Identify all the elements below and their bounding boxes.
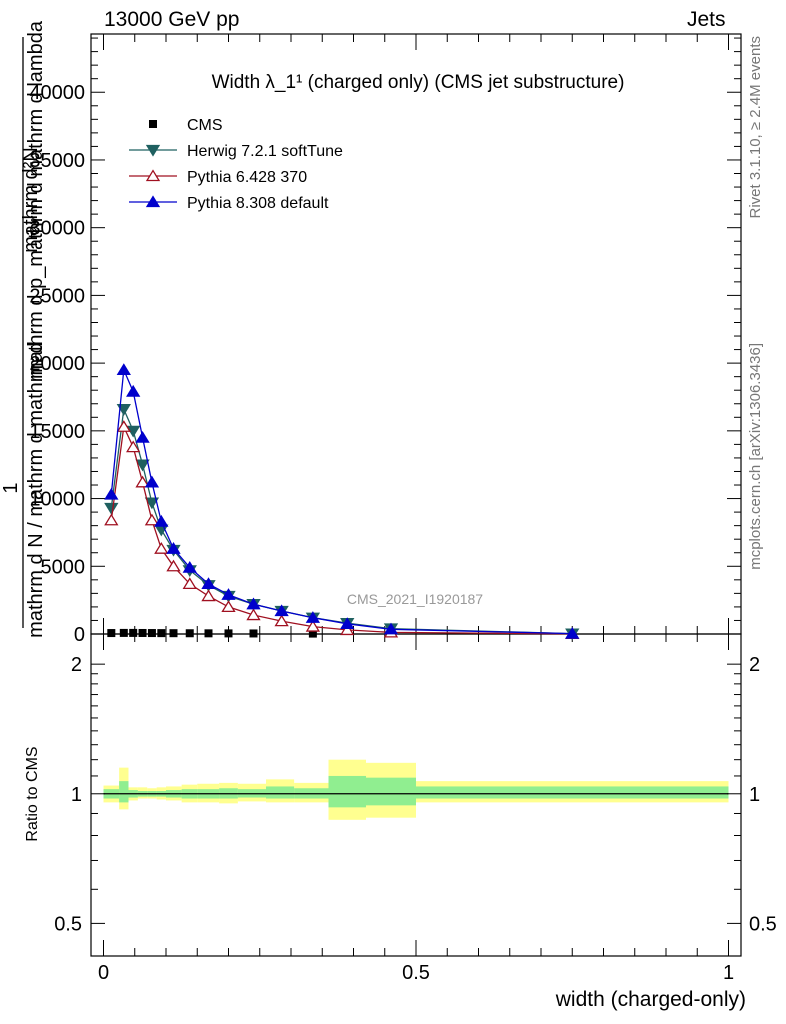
pythia-8-308-default-point	[340, 617, 355, 629]
pythia-6-428-370-line	[110, 424, 573, 635]
legend-label-herwig-7-2-1-softtune: Herwig 7.2.1 softTune	[187, 143, 343, 160]
pythia-6-428-370-point	[126, 440, 141, 453]
cms-point	[107, 629, 116, 638]
herwig-7-2-1-softtune-line	[110, 406, 573, 635]
legend-marker-herwig-7-2-1-softtune	[145, 144, 161, 157]
pythia-6-428-370-point	[135, 475, 150, 488]
main-ytick-label: 30000	[29, 218, 85, 240]
pythia-8-308-default-point	[565, 626, 580, 639]
ylabel-line-2: mathrm d p_mathrm d mathrm d lambda	[25, 20, 47, 379]
pythia-8-308-default-point	[144, 475, 160, 488]
pythia-6-428-370-point	[144, 513, 160, 526]
main-ytick-label: 0	[74, 624, 85, 646]
cms-point	[138, 628, 147, 637]
main-ytick-label: 5000	[41, 556, 86, 578]
pythia-6-428-370-point	[340, 623, 355, 636]
category-label: Jets	[687, 8, 726, 31]
ratio-ytick-label-right: 0.5	[749, 913, 777, 935]
pythia-8-308-default-point	[274, 604, 289, 617]
ylabel-line-4: mathrm d N / mathrm d mathrm d	[25, 342, 47, 638]
main-ytick-label: 40000	[29, 82, 85, 104]
ratio-inner-band	[416, 786, 729, 799]
main-plot-title: Width λ_1¹ (charged only) (CMS jet subst…	[212, 72, 625, 93]
ratio-xtick-label: 0.5	[402, 962, 430, 984]
ratio-inner-band	[119, 781, 129, 803]
cms-point	[249, 629, 258, 638]
legend-label-pythia-8-308-default: Pythia 8.308 default	[187, 195, 329, 212]
pythia-8-308-default-point	[182, 560, 197, 573]
pythia-8-308-default-point	[305, 611, 321, 623]
legend-label-cms: CMS	[187, 117, 223, 134]
site-label: mcplots.cern.ch [arXiv:1306.3436]	[747, 343, 764, 570]
pythia-6-428-370-point	[305, 619, 321, 632]
pythia-6-428-370-point	[182, 577, 197, 590]
ratio-inner-band	[366, 777, 416, 806]
cms-point	[129, 628, 138, 637]
ratio-ytick-label: 0.5	[54, 913, 82, 935]
herwig-7-2-1-softtune-point	[116, 404, 131, 416]
cms-point	[147, 629, 156, 638]
pythia-8-308-default-point	[104, 487, 119, 500]
pythia-8-308-default-line	[110, 367, 573, 635]
pythia-6-428-370-point	[201, 589, 216, 602]
pythia-8-308-default-point	[246, 597, 261, 610]
pythia-8-308-default-point	[201, 577, 216, 590]
herwig-7-2-1-softtune-point	[144, 497, 160, 510]
ratio-xtick-label: 1	[723, 962, 734, 984]
watermark-label: CMS_2021_I1920187	[347, 591, 483, 607]
pythia-8-308-default-point	[135, 430, 150, 443]
pythia-6-428-370-point	[246, 608, 261, 621]
cms-point	[308, 629, 317, 638]
pythia-8-308-default-point	[116, 363, 131, 376]
main-ytick-label: 15000	[29, 421, 85, 443]
cms-point	[224, 629, 233, 638]
pythia-8-308-default-point	[126, 384, 141, 397]
pythia-6-428-370-point	[154, 542, 169, 554]
pythia-6-428-370-point	[166, 559, 181, 572]
pythia-6-428-370-point	[116, 420, 131, 432]
main-ytick-label: 35000	[29, 150, 85, 172]
pythia-6-428-370-point	[221, 600, 236, 613]
ratio-ytick-label: 1	[71, 784, 82, 806]
main-ytick-label: 20000	[29, 353, 85, 375]
cms-point	[157, 629, 166, 638]
main-ytick-label: 25000	[29, 285, 85, 307]
energy-label: 13000 GeV pp	[104, 8, 240, 31]
herwig-7-2-1-softtune-point	[135, 459, 150, 472]
legend-marker-pythia-6-428-370	[145, 169, 161, 182]
ylabel-line-1: mathrm d²N	[20, 147, 42, 253]
ratio-inner-band	[328, 775, 366, 808]
ratio-ytick-label-right: 1	[749, 784, 760, 806]
legend-marker-cms	[149, 120, 157, 128]
cms-point	[185, 629, 194, 638]
pythia-6-428-370-point	[274, 614, 289, 627]
pythia-8-308-default-point	[154, 514, 169, 527]
cms-point	[204, 629, 213, 638]
main-ytick-label: 10000	[29, 489, 85, 511]
ratio-ylabel: Ratio to CMS	[24, 746, 41, 841]
herwig-7-2-1-softtune-point	[104, 502, 119, 515]
pythia-6-428-370-point	[104, 513, 119, 526]
ratio-xtick-label: 0	[98, 962, 109, 984]
ratio-xlabel: width (charged-only)	[555, 988, 746, 1011]
legend-marker-pythia-8-308-default	[145, 195, 161, 208]
cms-point	[169, 629, 178, 638]
ratio-ytick-label-right: 2	[749, 654, 760, 676]
rivet-label: Rivet 3.1.10, ≥ 2.4M events	[747, 36, 764, 219]
ylabel-line-3: 1	[0, 482, 22, 493]
legend-label-pythia-6-428-370: Pythia 6.428 370	[187, 169, 307, 186]
pythia-8-308-default-point	[221, 588, 236, 600]
pythia-8-308-default-point	[383, 622, 399, 635]
pythia-8-308-default-point	[166, 542, 181, 554]
ratio-inner-band	[266, 786, 295, 799]
ratio-ytick-label: 2	[71, 654, 82, 676]
cms-point	[119, 628, 128, 637]
